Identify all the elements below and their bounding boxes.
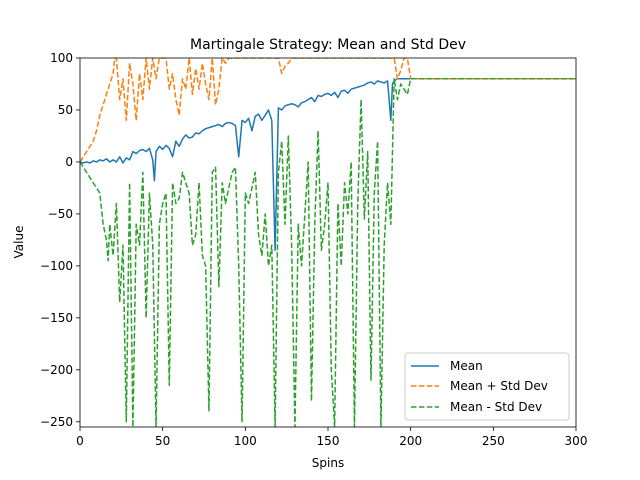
legend-label-mean: Mean xyxy=(450,359,483,373)
y-tick-label: 50 xyxy=(58,103,73,117)
legend-label-mean-plus-std: Mean + Std Dev xyxy=(450,379,548,393)
chart-title: Martingale Strategy: Mean and Std Dev xyxy=(190,37,466,53)
series-layer xyxy=(80,58,576,427)
x-tick-label: 250 xyxy=(482,434,505,448)
y-axis-label: Value xyxy=(12,226,26,259)
series-line-mean-plus-std-dev xyxy=(80,58,576,163)
x-axis-ticks: 0 50 100 150 200 250 300 xyxy=(76,427,587,448)
x-tick-label: 100 xyxy=(234,434,257,448)
y-tick-label: 100 xyxy=(50,51,73,65)
y-tick-label: −150 xyxy=(40,311,73,325)
y-axis-ticks: −250 −200 −150 −100 −50 0 50 100 xyxy=(40,51,80,429)
y-tick-label: −250 xyxy=(40,415,73,429)
series-line-mean xyxy=(80,78,576,252)
x-tick-label: 0 xyxy=(76,434,84,448)
series-line-mean-minus-std-dev xyxy=(80,78,576,427)
legend-label-mean-minus-std: Mean - Std Dev xyxy=(450,400,542,414)
y-tick-label: −200 xyxy=(40,363,73,377)
x-tick-label: 150 xyxy=(317,434,340,448)
x-tick-label: 200 xyxy=(399,434,422,448)
legend-box xyxy=(404,352,570,421)
legend: Mean Mean + Std Dev Mean - Std Dev xyxy=(404,352,570,421)
y-tick-label: −100 xyxy=(40,259,73,273)
x-axis-label: Spins xyxy=(312,456,344,470)
x-tick-label: 50 xyxy=(155,434,170,448)
y-tick-label: 0 xyxy=(65,155,73,169)
x-tick-label: 300 xyxy=(565,434,588,448)
y-tick-label: −50 xyxy=(48,207,73,221)
